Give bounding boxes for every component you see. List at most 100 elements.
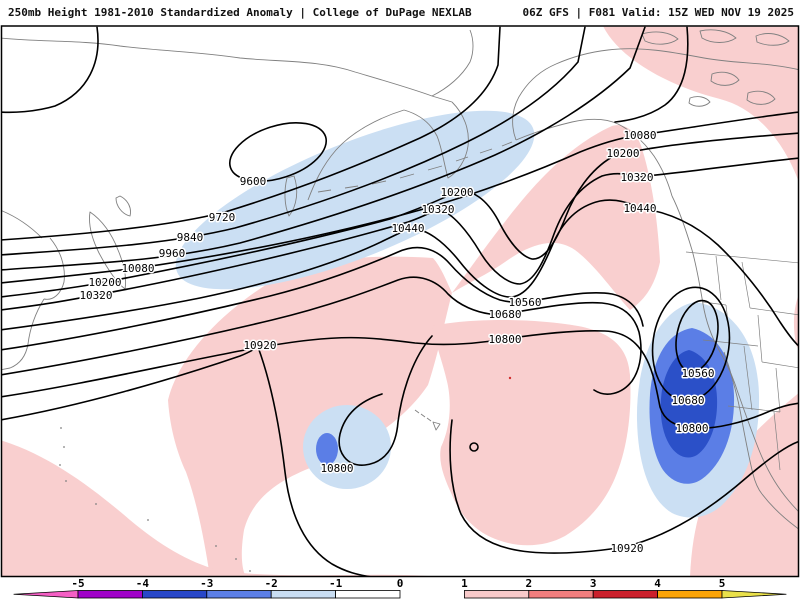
contour-label-10440: 10440 bbox=[391, 222, 424, 235]
coastline-alaska-west bbox=[512, 49, 609, 141]
contour-arctic-arc bbox=[2, 26, 99, 114]
colorbar-tick-1: 1 bbox=[461, 577, 468, 590]
contour-10080 bbox=[2, 111, 798, 284]
contour-label-9960: 9960 bbox=[159, 247, 186, 260]
chart-valid-time: 06Z GFS | F081 Valid: 15Z WED NOV 19 202… bbox=[522, 6, 794, 19]
hawaii-islands bbox=[414, 409, 441, 431]
contour-10680-sw-ring bbox=[651, 286, 731, 402]
contour-10320 bbox=[2, 157, 798, 311]
contour-label-10800: 10800 bbox=[320, 462, 353, 475]
contour-10920-east bbox=[449, 419, 798, 554]
contour-9960 bbox=[2, 26, 646, 271]
contour-label-layer: 9600972098409960100801020010320102001032… bbox=[78, 128, 716, 557]
colorbar-segment bbox=[657, 590, 723, 599]
contour-layer bbox=[2, 26, 798, 577]
coastline-baja bbox=[723, 351, 763, 495]
colorbar-tick-2: 2 bbox=[525, 577, 532, 590]
contour-label-10560: 10560 bbox=[681, 367, 714, 380]
positive-anomaly-east-of-hawaii bbox=[432, 320, 631, 546]
contour-label-10800: 10800 bbox=[675, 422, 708, 435]
positive-anomaly-central-pacific bbox=[168, 125, 660, 577]
positive-anomaly-bottom-right bbox=[690, 393, 798, 577]
contour-label-10560: 10560 bbox=[508, 296, 541, 309]
contour-10680 bbox=[2, 276, 642, 395]
negative-anomaly-hawaii-core bbox=[316, 433, 338, 465]
contour-label-10320: 10320 bbox=[79, 289, 112, 302]
coastline-kamchatka bbox=[403, 101, 469, 179]
colorbar-segment bbox=[206, 590, 272, 599]
contour-label-10440: 10440 bbox=[623, 202, 656, 215]
coastline-sakhalin bbox=[284, 175, 298, 217]
arctic-islands bbox=[641, 29, 790, 46]
colorbar-segment bbox=[463, 590, 530, 599]
contour-10200 bbox=[2, 132, 798, 298]
colorbar-segment bbox=[528, 590, 594, 599]
contour-label-10680: 10680 bbox=[488, 308, 521, 321]
coastline-mexico-south bbox=[761, 493, 798, 530]
contour-label-10200: 10200 bbox=[606, 147, 639, 160]
positive-anomaly-right-sliver bbox=[793, 296, 798, 349]
colorbar-arrow-right bbox=[721, 590, 787, 599]
colorbar-tick--2: -2 bbox=[265, 577, 278, 590]
negative-anomaly-southwest-us-dark bbox=[660, 350, 718, 458]
coastline-okhotsk bbox=[307, 109, 405, 201]
contour-label-10320: 10320 bbox=[620, 171, 653, 184]
map-layers: 9600972098409960100801020010320102001032… bbox=[2, 26, 798, 577]
contour-label-10080: 10080 bbox=[623, 129, 656, 142]
contour-label-10920: 10920 bbox=[243, 339, 276, 352]
us-state-borders bbox=[685, 251, 798, 471]
contour-label-10200: 10200 bbox=[88, 276, 121, 289]
contour-9720 bbox=[2, 26, 501, 241]
colorbar-tick--1: -1 bbox=[329, 577, 343, 590]
map-frame bbox=[0, 25, 800, 578]
colorbar-segment bbox=[592, 590, 659, 599]
contour-10560-sw-closed-low bbox=[675, 299, 719, 373]
colorbar-tick--5: -5 bbox=[71, 577, 84, 590]
colorbar-segment bbox=[141, 590, 208, 599]
positive-anomaly-bottom-left bbox=[2, 440, 429, 577]
coastline-asia-mainland bbox=[2, 210, 45, 371]
colorbar-tick-4: 4 bbox=[654, 577, 661, 590]
coastline-chukotka bbox=[431, 29, 474, 97]
colorbar-segment bbox=[335, 590, 401, 599]
negative-anomaly-nw-pacific bbox=[175, 110, 535, 290]
colorbar-tick--3: -3 bbox=[200, 577, 213, 590]
colorbar-tick-5: 5 bbox=[719, 577, 726, 590]
contour-label-10320: 10320 bbox=[421, 203, 454, 216]
colorbar-tick--4: -4 bbox=[136, 577, 150, 590]
contour-label-10080: 10080 bbox=[121, 262, 154, 275]
contour-label-9720: 9720 bbox=[209, 211, 236, 224]
canadian-lakes bbox=[688, 71, 776, 107]
coastline-korea bbox=[43, 237, 65, 300]
anomaly-shading-layer bbox=[2, 26, 798, 577]
red-station-speck bbox=[508, 376, 512, 380]
contour-10440 bbox=[2, 199, 798, 347]
coastline-hokkaido bbox=[115, 195, 131, 217]
coastline-aleutians bbox=[317, 141, 513, 193]
contour-tiny-closed-high bbox=[469, 442, 479, 452]
contour-label-10200: 10200 bbox=[440, 186, 473, 199]
anomaly-colorbar: -5 -4 -3 -2 -1 0 1 2 3 4 5 bbox=[13, 577, 787, 599]
contour-label-9840: 9840 bbox=[177, 231, 204, 244]
contour-10800-hawaii-hook bbox=[338, 335, 433, 466]
colorbar-tick-0: 0 bbox=[397, 577, 404, 590]
contour-label-10680: 10680 bbox=[671, 394, 704, 407]
colorbar-segment bbox=[77, 590, 143, 599]
contour-10920-west bbox=[2, 345, 373, 577]
colorbar-segment bbox=[270, 590, 337, 599]
colorbar-tick-3: 3 bbox=[590, 577, 597, 590]
contour-arctic-2 bbox=[614, 26, 689, 123]
contour-10560 bbox=[2, 246, 644, 351]
coastline-alaska-south bbox=[515, 118, 673, 197]
contour-9840 bbox=[2, 26, 586, 256]
contour-label-10920: 10920 bbox=[610, 542, 643, 555]
contour-label-10800: 10800 bbox=[488, 333, 521, 346]
island-specks bbox=[59, 427, 251, 572]
contour-9600-closed-low bbox=[228, 122, 328, 182]
contour-label-9600: 9600 bbox=[240, 175, 267, 188]
positive-anomaly-arctic bbox=[603, 26, 798, 180]
colorbar-arrow-left bbox=[13, 590, 79, 599]
coastline-siberia bbox=[2, 37, 453, 103]
